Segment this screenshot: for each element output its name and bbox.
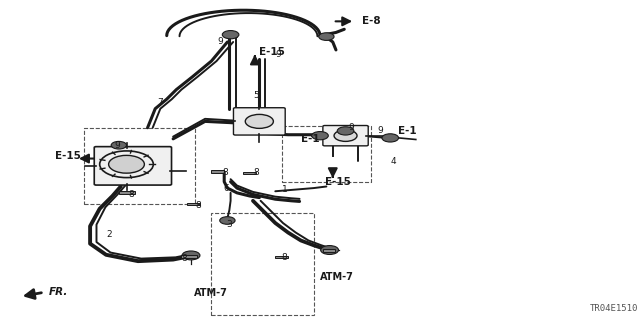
Text: 8: 8 bbox=[282, 254, 287, 263]
Text: 9: 9 bbox=[378, 126, 383, 135]
Bar bbox=[187, 203, 200, 205]
Text: 9: 9 bbox=[218, 38, 223, 47]
Circle shape bbox=[382, 134, 399, 142]
Text: 9: 9 bbox=[349, 123, 355, 132]
FancyBboxPatch shape bbox=[234, 108, 285, 135]
Text: TR04E1510: TR04E1510 bbox=[589, 304, 638, 313]
Text: 4: 4 bbox=[390, 157, 396, 166]
Text: E-1: E-1 bbox=[301, 134, 319, 144]
Bar bbox=[120, 191, 135, 194]
Text: 8: 8 bbox=[195, 201, 201, 210]
Text: 7: 7 bbox=[157, 98, 163, 107]
Circle shape bbox=[337, 127, 354, 135]
Bar bbox=[84, 128, 195, 204]
Text: E-15: E-15 bbox=[325, 177, 351, 187]
Text: E-8: E-8 bbox=[362, 16, 380, 26]
Text: 8: 8 bbox=[222, 168, 228, 177]
Text: E-15: E-15 bbox=[259, 47, 285, 56]
Bar bbox=[211, 213, 314, 315]
Text: 1: 1 bbox=[282, 185, 287, 194]
FancyBboxPatch shape bbox=[323, 125, 368, 146]
Text: 5: 5 bbox=[253, 92, 259, 100]
Bar bbox=[243, 172, 256, 174]
Text: 8: 8 bbox=[253, 168, 259, 177]
Text: FR.: FR. bbox=[49, 287, 68, 297]
Bar bbox=[275, 256, 288, 258]
Circle shape bbox=[334, 130, 357, 141]
Text: 9: 9 bbox=[115, 141, 120, 150]
FancyBboxPatch shape bbox=[94, 147, 172, 185]
Text: ATM-7: ATM-7 bbox=[193, 288, 227, 298]
Circle shape bbox=[182, 251, 200, 260]
Bar bbox=[181, 255, 196, 258]
Circle shape bbox=[222, 31, 239, 39]
Circle shape bbox=[109, 155, 145, 173]
Circle shape bbox=[220, 217, 235, 224]
Circle shape bbox=[321, 246, 339, 255]
Text: 9: 9 bbox=[275, 50, 281, 59]
Bar bbox=[282, 126, 371, 182]
Text: 6: 6 bbox=[223, 184, 228, 193]
Circle shape bbox=[111, 141, 127, 149]
Text: E-1: E-1 bbox=[398, 126, 417, 136]
Bar bbox=[211, 170, 224, 173]
Text: ATM-7: ATM-7 bbox=[320, 272, 354, 282]
Circle shape bbox=[312, 131, 328, 140]
Text: E-15: E-15 bbox=[55, 151, 81, 161]
Text: 2: 2 bbox=[106, 230, 112, 239]
Text: 8: 8 bbox=[129, 190, 134, 199]
Circle shape bbox=[245, 115, 273, 128]
Text: 3: 3 bbox=[226, 220, 232, 229]
Circle shape bbox=[319, 33, 334, 41]
Bar bbox=[323, 249, 335, 252]
Text: 8: 8 bbox=[181, 254, 187, 263]
